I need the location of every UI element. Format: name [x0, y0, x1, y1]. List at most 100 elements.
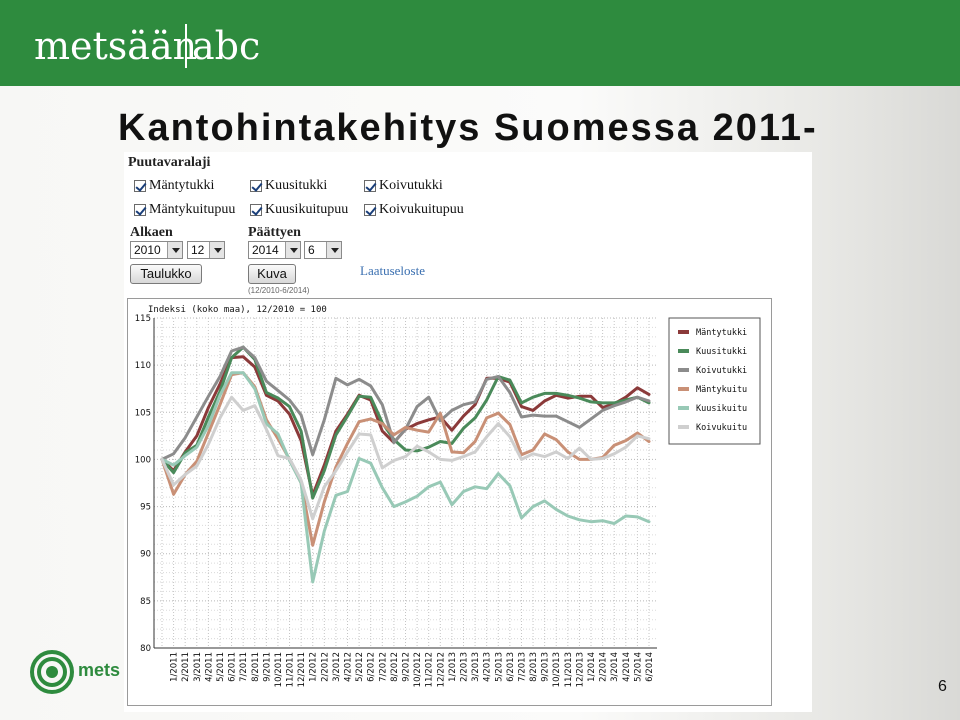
x-tick-label: 1/2014: [587, 652, 597, 682]
chevron-down-icon[interactable]: [167, 242, 182, 258]
x-tick-label: 11/2013: [564, 652, 574, 687]
legend-label: Mäntykuitu: [696, 385, 747, 395]
x-tick-label: 8/2012: [390, 652, 400, 682]
x-tick-label: 9/2011: [262, 652, 272, 682]
x-tick-label: 2/2014: [599, 652, 609, 682]
footer-logo-text: mets: [78, 660, 121, 680]
x-tick-label: 4/2013: [483, 652, 493, 682]
line-chart: Indeksi (koko maa), 12/2010 = 100 80 85 90 9…: [135, 305, 761, 687]
checkbox-box[interactable]: [134, 204, 146, 216]
chart-button[interactable]: Kuva: [248, 264, 296, 284]
legend-label: Koivutukki: [696, 366, 747, 376]
checkbox-box[interactable]: [364, 180, 376, 192]
x-tick-label: 6/2013: [506, 652, 516, 682]
x-tick-label: 12/2013: [575, 652, 585, 687]
x-tick-label: 3/2014: [610, 652, 620, 682]
x-tick-label: 8/2013: [529, 652, 539, 682]
x-tick-label: 6/2012: [367, 652, 377, 682]
x-tick-label: 9/2012: [402, 652, 412, 682]
checkbox-box[interactable]: [364, 204, 376, 216]
slide-title: Kantohintakehitys Suomessa 2011-: [118, 107, 818, 149]
circle-logo-icon: [30, 650, 74, 694]
wood-type-heading: Puutavaralaji: [128, 155, 211, 170]
quality-link[interactable]: Laatuseloste: [360, 263, 425, 278]
x-tick-label: 10/2012: [413, 652, 423, 687]
header-bar: metsään abc: [0, 0, 960, 86]
x-tick-label: 10/2013: [552, 652, 562, 687]
x-tick-label: 3/2012: [332, 652, 342, 682]
y-tick-label: 85: [140, 597, 151, 607]
checkbox-box[interactable]: [134, 180, 146, 192]
checkbox-label: Kuusikuitupuu: [265, 202, 349, 217]
start-heading: Alkaen: [130, 225, 173, 240]
x-tick-label: 5/2012: [355, 652, 365, 682]
legend-label: Koivukuitu: [696, 423, 747, 433]
x-tick-label: 7/2013: [517, 652, 527, 682]
end-year-select[interactable]: 2014: [248, 241, 301, 259]
checkbox-label: Mäntytukki: [149, 178, 215, 193]
range-note: (12/2010-6/2014): [248, 286, 310, 295]
x-tick-label: 3/2013: [471, 652, 481, 682]
checkbox-label: Koivukuitupuu: [379, 202, 464, 217]
x-tick-label: 12/2012: [436, 652, 446, 687]
page-number: 6: [938, 678, 947, 695]
table-button[interactable]: Taulukko: [130, 264, 202, 284]
x-tick-label: 7/2011: [239, 652, 249, 682]
checkbox-box[interactable]: [250, 180, 262, 192]
start-month-value: 12: [191, 243, 205, 257]
y-tick-label: 95: [140, 503, 151, 513]
logo-divider: [185, 24, 187, 68]
start-year-value: 2010: [134, 243, 161, 257]
x-tick-label: 1/2011: [170, 652, 180, 682]
x-tick-label: 2/2012: [320, 652, 330, 682]
y-tick-label: 105: [135, 408, 151, 418]
x-tick-label: 12/2011: [297, 652, 307, 687]
y-tick-label: 100: [135, 455, 151, 465]
checkbox-box[interactable]: [250, 204, 262, 216]
y-tick-label: 110: [135, 361, 151, 371]
checkbox-label: Mäntykuitupuu: [149, 202, 236, 217]
x-tick-label: 4/2011: [204, 652, 214, 682]
logo-text: metsään: [34, 24, 198, 68]
start-year-select[interactable]: 2010: [130, 241, 183, 259]
end-month-select[interactable]: 6: [304, 241, 342, 259]
chevron-down-icon[interactable]: [326, 242, 341, 258]
x-tick-label: 4/2012: [344, 652, 354, 682]
series-line: [160, 371, 651, 584]
end-month-value: 6: [308, 243, 315, 257]
logo-text-abc: abc: [192, 24, 261, 68]
end-year-value: 2014: [252, 243, 279, 257]
x-tick-label: 2/2011: [181, 652, 191, 682]
x-tick-label: 2/2013: [459, 652, 469, 682]
chevron-down-icon[interactable]: [209, 242, 224, 258]
series-line: [160, 395, 651, 521]
y-tick-label: 80: [140, 644, 151, 654]
chart-container: Indeksi (koko maa), 12/2010 = 100 80 85 90 9…: [127, 298, 772, 706]
x-tick-label: 8/2011: [251, 652, 261, 682]
y-tick-label: 90: [140, 550, 151, 560]
legend-box: [668, 317, 761, 445]
checkbox-kuusikuitupuu[interactable]: Kuusikuitupuu: [250, 201, 348, 219]
start-month-select[interactable]: 12: [187, 241, 225, 259]
checkbox-label: Kuusitukki: [265, 178, 328, 193]
y-tick-label: 115: [135, 314, 151, 324]
x-tick-label: 6/2011: [228, 652, 238, 682]
end-heading: Päättyen: [248, 225, 301, 240]
legend-label: Mäntytukki: [696, 328, 747, 338]
legend-label: Kuusikuitu: [696, 404, 747, 414]
checkbox-koivutukki[interactable]: Koivutukki: [364, 177, 443, 195]
checkbox-mantykuitupuu[interactable]: Mäntykuitupuu: [134, 201, 235, 219]
x-tick-label: 1/2013: [448, 652, 458, 682]
checkbox-koivukuitupuu[interactable]: Koivukuitupuu: [364, 201, 464, 219]
x-tick-label: 5/2011: [216, 652, 226, 682]
x-tick-label: 3/2011: [193, 652, 203, 682]
legend-label: Kuusitukki: [696, 347, 747, 357]
chart-title: Indeksi (koko maa), 12/2010 = 100: [148, 305, 327, 315]
chevron-down-icon[interactable]: [285, 242, 300, 258]
x-tick-label: 9/2013: [541, 652, 551, 682]
x-tick-label: 6/2014: [645, 652, 655, 682]
x-tick-label: 4/2014: [622, 652, 632, 682]
checkbox-kuusitukki[interactable]: Kuusitukki: [250, 177, 327, 195]
x-tick-label: 5/2013: [494, 652, 504, 682]
checkbox-mantytukki[interactable]: Mäntytukki: [134, 177, 214, 195]
